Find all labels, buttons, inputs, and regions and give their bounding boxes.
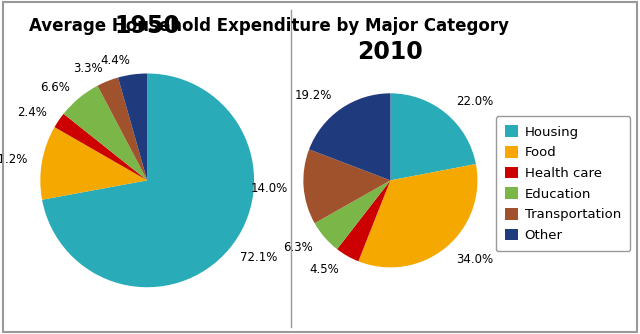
Wedge shape <box>309 93 390 180</box>
Text: 6.3%: 6.3% <box>283 241 313 254</box>
Title: 1950: 1950 <box>115 14 180 38</box>
Legend: Housing, Food, Health care, Education, Transportation, Other: Housing, Food, Health care, Education, T… <box>496 116 630 252</box>
Text: 19.2%: 19.2% <box>295 89 332 102</box>
Wedge shape <box>390 93 476 180</box>
Text: 4.4%: 4.4% <box>100 54 131 67</box>
Text: 14.0%: 14.0% <box>251 182 288 195</box>
Wedge shape <box>358 164 477 268</box>
Wedge shape <box>315 180 390 249</box>
Wedge shape <box>42 73 254 287</box>
Text: Average Household Expenditure by Major Category: Average Household Expenditure by Major C… <box>29 17 509 35</box>
Text: 11.2%: 11.2% <box>0 153 28 166</box>
Wedge shape <box>118 73 147 180</box>
Text: 3.3%: 3.3% <box>73 62 102 75</box>
Text: 72.1%: 72.1% <box>240 251 277 264</box>
Wedge shape <box>40 127 147 200</box>
Wedge shape <box>337 180 390 261</box>
Text: 4.5%: 4.5% <box>310 263 339 276</box>
Wedge shape <box>54 114 147 180</box>
Wedge shape <box>63 86 147 180</box>
Text: 2.4%: 2.4% <box>17 106 47 119</box>
Text: 6.6%: 6.6% <box>40 81 70 94</box>
Wedge shape <box>97 77 147 180</box>
Text: 34.0%: 34.0% <box>456 253 493 266</box>
Title: 2010: 2010 <box>358 40 423 64</box>
Wedge shape <box>303 149 390 223</box>
Text: 22.0%: 22.0% <box>456 95 493 108</box>
